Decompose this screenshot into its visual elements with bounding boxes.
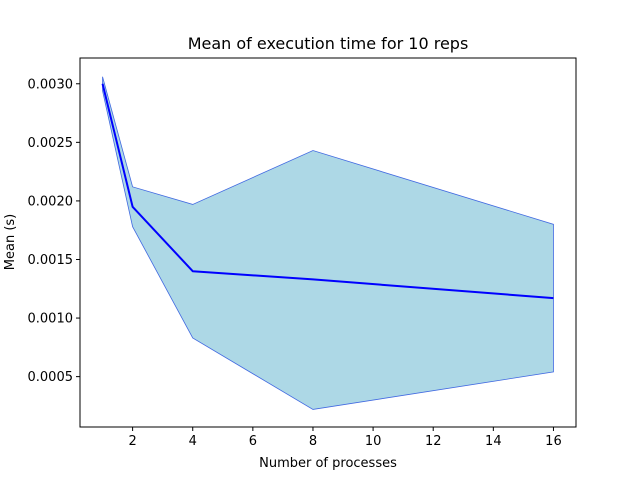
- y-tick-label: 0.0020: [28, 194, 74, 209]
- axes-frame: [79, 57, 577, 428]
- x-tick-label: 14: [485, 434, 502, 449]
- std-band: [102, 76, 554, 410]
- y-tick-label: 0.0030: [28, 77, 74, 92]
- chart-title: Mean of execution time for 10 reps: [188, 34, 469, 53]
- x-tick-label: 4: [189, 434, 197, 449]
- x-axis-ticks: 2 4 6 8 10 12 14 16: [128, 427, 562, 449]
- confidence-band-layer: [102, 76, 554, 410]
- x-tick-label: 16: [545, 434, 562, 449]
- y-tick-label: 0.0010: [28, 312, 74, 327]
- x-axis-label: Number of processes: [259, 456, 397, 471]
- y-axis-label: Mean (s): [3, 214, 18, 270]
- x-tick-label: 2: [128, 434, 136, 449]
- series-line-layer: [101, 83, 554, 300]
- x-tick-label: 12: [425, 434, 442, 449]
- y-tick-label: 0.0015: [28, 253, 74, 268]
- y-tick-label: 0.0025: [28, 136, 74, 151]
- y-tick-label: 0.0005: [28, 370, 74, 385]
- x-tick-label: 8: [309, 434, 317, 449]
- x-tick-label: 6: [249, 434, 257, 449]
- x-tick-label: 10: [365, 434, 382, 449]
- y-axis-ticks: 0.0005 0.0010 0.0015 0.0020 0.0025 0.0030: [28, 77, 80, 385]
